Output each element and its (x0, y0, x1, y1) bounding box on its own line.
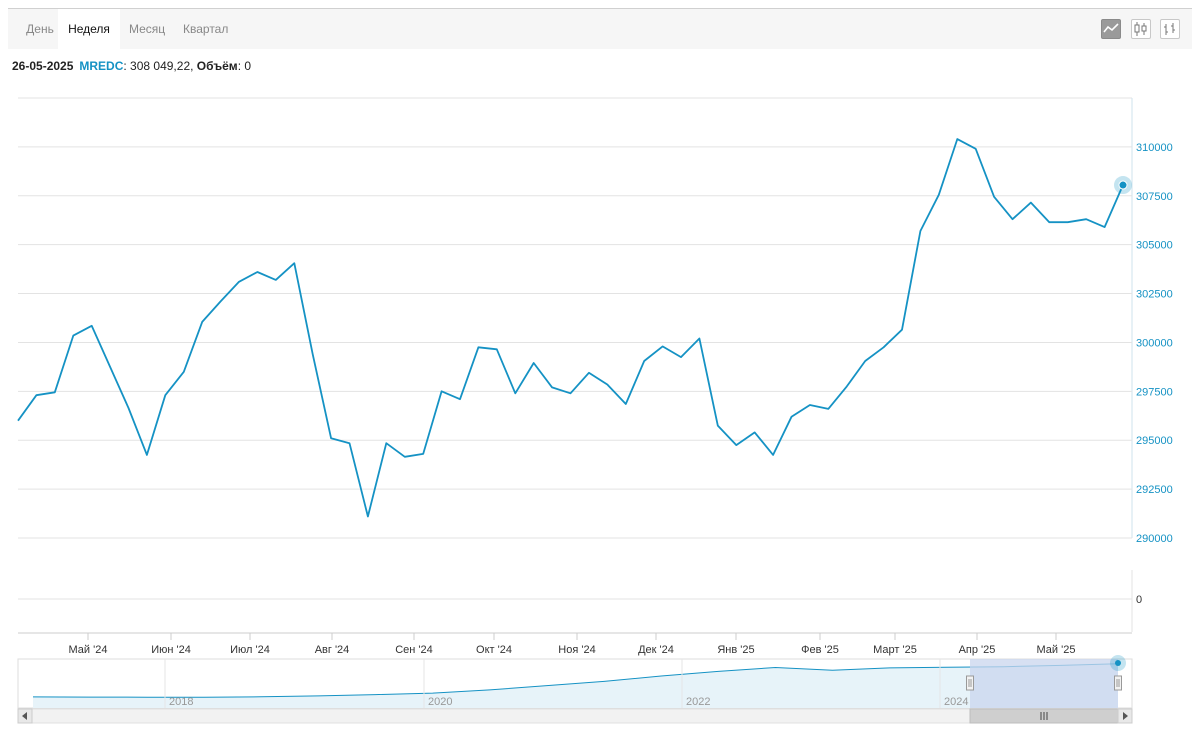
x-tick-label: Март '25 (873, 644, 917, 656)
x-axis: Май '24 Июн '24 Июл '24 Авг '24 Сен '24 Окт '… (69, 633, 1076, 656)
volume-pane: 0 (18, 570, 1142, 634)
tab-week[interactable]: Неделя (58, 9, 120, 49)
y-tick-label: 290000 (1136, 533, 1173, 545)
navigator[interactable]: 2018 2020 2022 2024 (17, 655, 1133, 709)
x-tick-label: Июн '24 (151, 644, 191, 656)
navigator-line (32, 663, 1119, 698)
chevron-right-icon (1123, 712, 1128, 720)
x-tick-label: Июл '24 (230, 644, 270, 656)
navigator-tick-label: 2024 (944, 696, 968, 708)
tab-quarter[interactable]: Квартал (183, 22, 229, 36)
info-date: 26-05-2025 (12, 59, 74, 73)
series (17, 138, 1132, 518)
hover-point (1118, 180, 1128, 190)
navigator-area (33, 663, 1118, 708)
y-tick-label: 297500 (1136, 386, 1173, 398)
ohlc-icon[interactable] (1160, 19, 1180, 39)
navigator-tick-label: 2022 (686, 696, 710, 708)
x-tick-label: Ноя '24 (558, 644, 595, 656)
y-tick-label: 295000 (1136, 435, 1173, 447)
x-tick-label: Фев '25 (801, 644, 839, 656)
navigator-left-handle[interactable] (966, 675, 974, 691)
x-tick-label: Дек '24 (638, 644, 674, 656)
info-value: : 308 049,22, (123, 59, 197, 73)
y-axis: 290000 292500 295000 297500 300000 302500 3050… (1136, 142, 1173, 545)
tab-day[interactable]: День (26, 22, 54, 36)
x-tick-label: Сен '24 (395, 644, 433, 656)
scrollbar[interactable] (17, 708, 1133, 724)
line-chart-icon[interactable] (1101, 19, 1121, 39)
info-symbol: MREDC (79, 59, 124, 73)
navigator-tick-label: 2020 (428, 696, 452, 708)
volume-tick-label: 0 (1136, 594, 1142, 606)
info-volume-label: Объём (196, 59, 238, 73)
y-tick-label: 292500 (1136, 484, 1173, 496)
x-tick-label: Апр '25 (959, 644, 996, 656)
y-tick-label: 307500 (1136, 191, 1173, 203)
grid (18, 97, 1133, 539)
chevron-left-icon (22, 712, 27, 720)
x-tick-label: Май '25 (1037, 644, 1076, 656)
tooltip-info: 26-05-2025 MREDC: 308 049,22, Объём: 0 (12, 59, 251, 73)
x-tick-label: Янв '25 (717, 644, 754, 656)
x-tick-label: Май '24 (69, 644, 108, 656)
info-volume: : 0 (237, 59, 252, 73)
scrollbar-track (17, 708, 1133, 724)
series-line (17, 138, 1124, 518)
period-toolbar: День Неделя Месяц Квартал (8, 8, 1192, 49)
candlestick-icon[interactable] (1131, 19, 1151, 39)
y-tick-label: 305000 (1136, 240, 1173, 252)
navigator-selection[interactable] (970, 659, 1118, 708)
navigator-right-handle[interactable] (1114, 675, 1122, 691)
x-tick-label: Авг '24 (315, 644, 350, 656)
navigator-point (1115, 660, 1121, 666)
y-tick-label: 300000 (1136, 337, 1173, 349)
y-tick-label: 302500 (1136, 289, 1173, 301)
tab-month[interactable]: Месяц (129, 22, 166, 36)
x-tick-label: Окт '24 (476, 644, 512, 656)
navigator-tick-label: 2018 (169, 696, 193, 708)
y-tick-label: 310000 (1136, 142, 1173, 154)
